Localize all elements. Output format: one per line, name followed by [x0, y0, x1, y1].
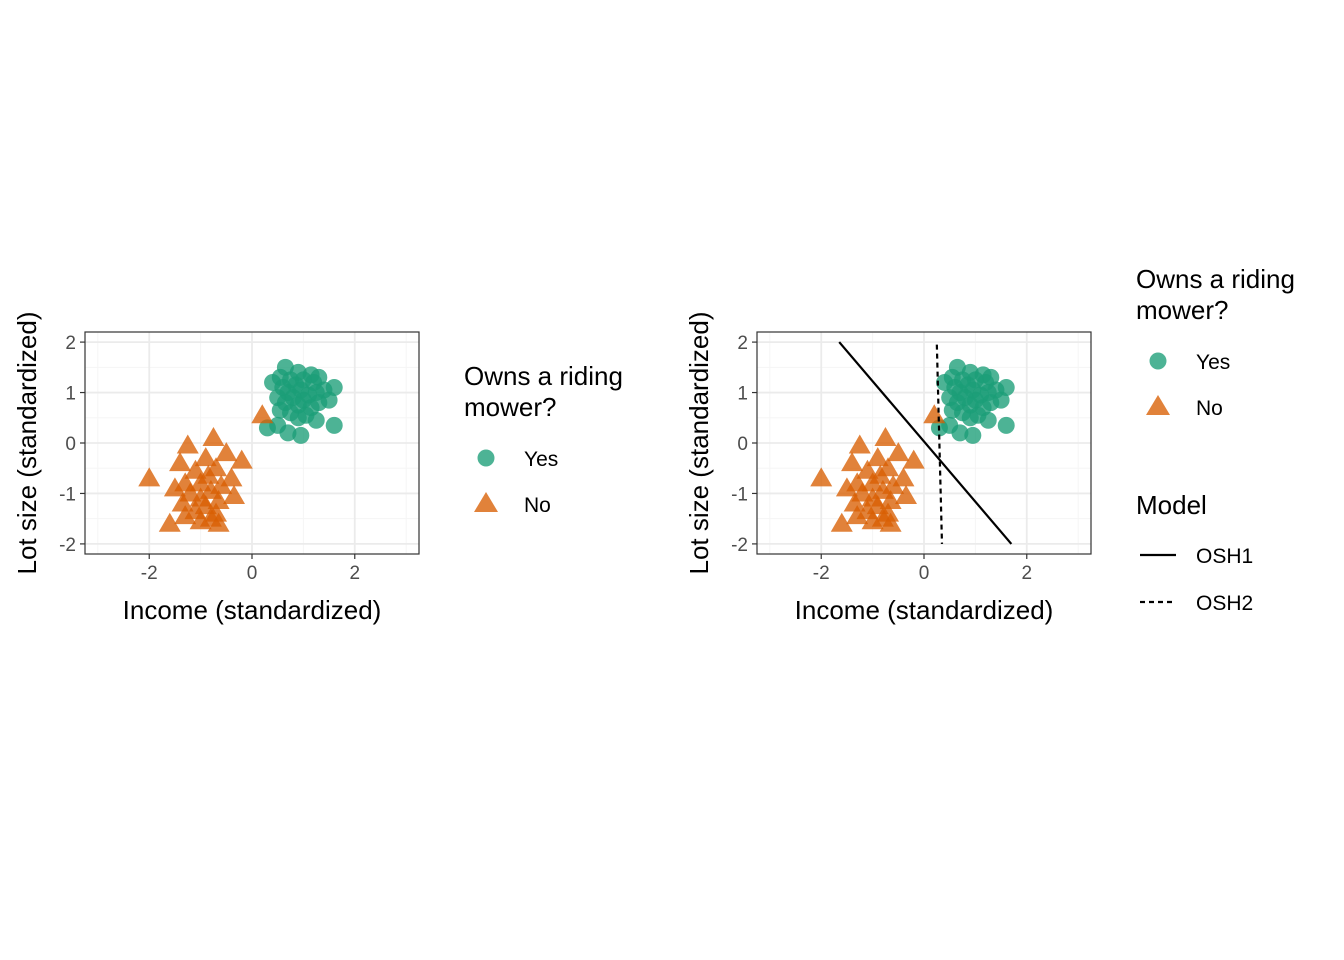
legend-2-osh2-label: OSH2 [1196, 592, 1253, 615]
panel-2-y-ticks: -2 -1 0 1 2 [731, 333, 757, 556]
legend-1-yes-label: Yes [524, 448, 558, 471]
x-tick-label: -2 [813, 563, 830, 584]
point-no [158, 512, 181, 532]
point-yes [997, 416, 1015, 434]
point-no [810, 467, 833, 487]
point-no [846, 505, 869, 525]
y-axis-title-1: Lot size (standardized) [12, 311, 42, 574]
plot-1: -2 0 2 -2 -1 0 1 2 Income (standardized) Lot s… [12, 311, 623, 625]
point-no [879, 512, 902, 532]
point-yes [964, 426, 982, 444]
point-no [223, 484, 246, 504]
legend-2-model-title: Model [1136, 490, 1207, 520]
point-no [163, 477, 186, 497]
y-axis-title-2: Lot size (standardized) [684, 311, 714, 574]
panel-1-x-ticks: -2 0 2 [141, 554, 360, 584]
plot-2: -2 0 2 -2 -1 0 1 2 Income (standardized) Lot s… [684, 264, 1295, 625]
point-no [895, 484, 918, 504]
y-tick-label: 1 [737, 384, 748, 405]
y-tick-label: 2 [737, 333, 748, 354]
legend-1: Owns a riding mower? Yes No [464, 361, 623, 517]
point-yes [979, 411, 997, 429]
point-no [174, 505, 197, 525]
point-no [194, 447, 217, 467]
y-tick-label: -2 [731, 535, 748, 556]
point-no [207, 512, 230, 532]
point-no [874, 426, 897, 446]
point-no [215, 442, 238, 462]
legend-1-yes-key [477, 449, 495, 467]
point-yes [258, 419, 276, 437]
point-yes [292, 426, 310, 444]
legend-2: Owns a riding mower? Yes No Model OSH1 O… [1136, 264, 1295, 615]
point-no [189, 472, 212, 492]
legend-2-yes-label: Yes [1196, 351, 1230, 374]
y-tick-label: -1 [59, 484, 76, 505]
point-no [138, 467, 161, 487]
legend-1-no-key [474, 492, 498, 512]
point-yes [961, 409, 979, 427]
panel-2-points [810, 358, 1015, 532]
y-tick-label: 1 [65, 384, 76, 405]
point-no [902, 449, 925, 469]
point-no [866, 447, 889, 467]
x-tick-label: 0 [247, 563, 258, 584]
point-no [230, 449, 253, 469]
point-yes [951, 424, 969, 442]
point-no [176, 434, 199, 454]
legend-2-title-line2: mower? [1136, 295, 1228, 325]
panel-1-grid [85, 332, 419, 554]
x-axis-title-1: Income (standardized) [123, 595, 382, 625]
point-no [251, 404, 274, 424]
line-osh1 [838, 341, 1013, 545]
legend-2-title-line1: Owns a riding [1136, 264, 1295, 294]
point-no [843, 492, 866, 512]
x-axis-title-2: Income (standardized) [795, 595, 1054, 625]
panel-2-lines [838, 341, 1013, 545]
point-no [835, 477, 858, 497]
point-no [848, 434, 871, 454]
point-no [841, 452, 864, 472]
point-no [879, 490, 902, 510]
legend-1-title-line2: mower? [464, 392, 556, 422]
point-no [830, 512, 853, 532]
point-no [861, 472, 884, 492]
point-no [171, 492, 194, 512]
legend-1-title-line1: Owns a riding [464, 361, 623, 391]
x-tick-label: 2 [1021, 563, 1032, 584]
panel-1-y-ticks: -2 -1 0 1 2 [59, 333, 85, 556]
x-tick-label: -2 [141, 563, 158, 584]
point-no [202, 426, 225, 446]
legend-2-no-label: No [1196, 397, 1223, 420]
legend-1-no-label: No [524, 494, 551, 517]
point-no [207, 490, 230, 510]
y-tick-label: 2 [65, 333, 76, 354]
point-yes [279, 424, 297, 442]
point-yes [289, 409, 307, 427]
line-osh2 [935, 344, 944, 544]
y-tick-label: 0 [65, 434, 76, 455]
legend-2-yes-key [1149, 352, 1167, 370]
point-no [169, 452, 192, 472]
point-no [220, 467, 243, 487]
point-no [892, 467, 915, 487]
legend-2-osh1-label: OSH1 [1196, 545, 1253, 568]
point-yes [325, 416, 343, 434]
panel-2-x-ticks: -2 0 2 [813, 554, 1032, 584]
panel-1-points [138, 358, 343, 532]
y-tick-label: -2 [59, 535, 76, 556]
y-tick-label: -1 [731, 484, 748, 505]
x-tick-label: 0 [919, 563, 930, 584]
point-no [861, 510, 884, 530]
point-yes [307, 411, 325, 429]
point-no [189, 510, 212, 530]
x-tick-label: 2 [349, 563, 360, 584]
y-tick-label: 0 [737, 434, 748, 455]
legend-2-no-key [1146, 395, 1170, 415]
point-no [887, 442, 910, 462]
